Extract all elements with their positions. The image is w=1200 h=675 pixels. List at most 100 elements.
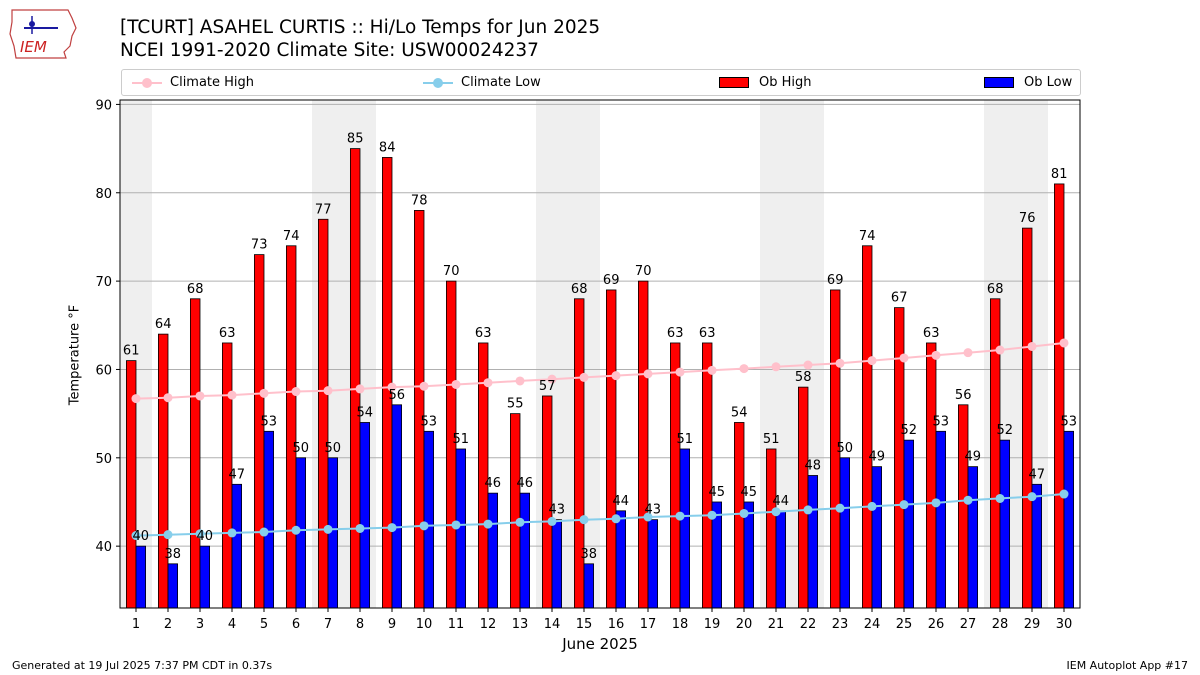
climate-low-point (483, 519, 493, 529)
ob-low-value-label: 47 (1029, 467, 1046, 482)
climate-high-line-icon (132, 77, 162, 88)
chart-subtitle: NCEI 1991-2020 Climate Site: USW00024237 (120, 40, 539, 61)
climate-high-point (899, 353, 909, 363)
ob-high-value-label: 74 (283, 229, 300, 244)
x-tick-label: 30 (1056, 617, 1073, 632)
y-axis-label: Temperature °F (67, 304, 83, 406)
x-tick-label: 11 (448, 617, 465, 632)
legend: Climate High Climate Low Ob High Ob Low (121, 69, 1081, 96)
climate-low-point (419, 521, 429, 531)
ob-low-value-label: 45 (741, 485, 758, 500)
ob-low-bar (135, 545, 147, 609)
climate-low-point (931, 498, 941, 508)
ob-low-value-label: 51 (453, 432, 470, 447)
ob-low-value-label: 49 (965, 450, 982, 465)
ob-low-bar (871, 466, 883, 609)
ob-high-value-label: 63 (699, 326, 716, 341)
ob-high-bar (317, 218, 329, 609)
y-tick-label: 50 (95, 452, 112, 467)
ob-low-bar (487, 492, 499, 609)
ob-low-value-label: 52 (997, 423, 1014, 438)
ob-high-value-label: 68 (987, 282, 1004, 297)
climate-low-point (707, 510, 717, 520)
y-tick-label: 90 (95, 98, 112, 113)
ob-low-bar (519, 492, 531, 609)
climate-high-point (451, 379, 461, 389)
ob-high-bar (606, 289, 617, 609)
ob-high-value-label: 76 (1019, 211, 1036, 226)
ob-low-bar (775, 510, 787, 609)
ob-high-value-label: 64 (155, 317, 172, 332)
ob-low-value-label: 50 (293, 441, 310, 456)
climate-low-point (163, 530, 173, 540)
climate-low-point (579, 515, 589, 525)
climate-low-line-icon (423, 77, 453, 88)
ob-high-value-label: 58 (795, 370, 812, 385)
ob-low-value-label: 44 (773, 494, 790, 509)
ob-high-value-label: 51 (763, 432, 780, 447)
ob-low-value-label: 40 (197, 529, 214, 544)
ob-high-value-label: 68 (571, 282, 588, 297)
ob-low-value-label: 40 (133, 529, 150, 544)
climate-high-point (643, 369, 653, 379)
climate-high-point (291, 387, 301, 397)
climate-high-point (515, 376, 525, 386)
ob-low-bar (551, 519, 563, 609)
ob-high-value-label: 57 (539, 379, 556, 394)
x-tick-label: 23 (832, 617, 849, 632)
ob-high-value-label: 56 (955, 388, 972, 403)
ob-low-value-label: 51 (677, 432, 694, 447)
x-tick-label: 15 (576, 617, 593, 632)
x-tick-label: 5 (260, 617, 268, 632)
climate-high-point (259, 388, 269, 398)
climate-high-point (867, 356, 877, 366)
climate-low-point (547, 516, 557, 526)
climate-low-point (739, 508, 749, 518)
ob-low-bar (903, 439, 915, 609)
climate-high-point (963, 348, 973, 358)
climate-low-point (867, 501, 877, 511)
x-tick-label: 10 (416, 617, 433, 632)
ob-low-bar (807, 475, 819, 609)
ob-low-value-label: 50 (325, 441, 342, 456)
app-note: IEM Autoplot App #17 (1066, 659, 1189, 672)
climate-high-point (931, 350, 941, 360)
x-tick-label: 8 (356, 617, 364, 632)
ob-high-value-label: 70 (635, 264, 652, 279)
climate-high-point (803, 360, 813, 370)
ob-low-bar (359, 422, 371, 609)
ob-low-value-label: 53 (1061, 414, 1078, 429)
ob-low-bar (1063, 430, 1075, 609)
ob-high-value-label: 78 (411, 193, 428, 208)
x-tick-label: 28 (992, 617, 1009, 632)
ob-high-bar (798, 386, 809, 609)
ob-high-bar (670, 342, 681, 609)
climate-high-point (323, 386, 333, 396)
ob-high-value-label: 69 (603, 273, 620, 288)
climate-high-point (227, 390, 237, 400)
ob-high-bar (638, 280, 649, 609)
climate-high-point (387, 382, 397, 392)
legend-ob-high-label: Ob High (759, 75, 812, 90)
ob-high-value-label: 63 (475, 326, 492, 341)
ob-low-value-label: 46 (517, 476, 534, 491)
ob-high-value-label: 55 (507, 397, 524, 412)
ob-high-value-label: 67 (891, 291, 908, 306)
legend-climate-high: Climate High (132, 70, 254, 95)
ob-high-value-label: 54 (731, 405, 748, 420)
x-tick-label: 2 (164, 617, 172, 632)
climate-high-point (995, 345, 1005, 355)
climate-high-point (1027, 341, 1037, 351)
ob-low-patch-icon (984, 77, 1014, 88)
ob-low-value-label: 56 (389, 388, 406, 403)
climate-high-point (483, 378, 493, 388)
ob-low-value-label: 53 (261, 414, 278, 429)
ob-high-bar (285, 245, 297, 609)
climate-low-point (451, 520, 461, 530)
ob-high-bar (253, 254, 265, 609)
ob-high-bar (349, 148, 361, 609)
ob-low-value-label: 45 (709, 485, 726, 500)
ob-low-value-label: 53 (421, 414, 438, 429)
ob-high-value-label: 63 (667, 326, 684, 341)
